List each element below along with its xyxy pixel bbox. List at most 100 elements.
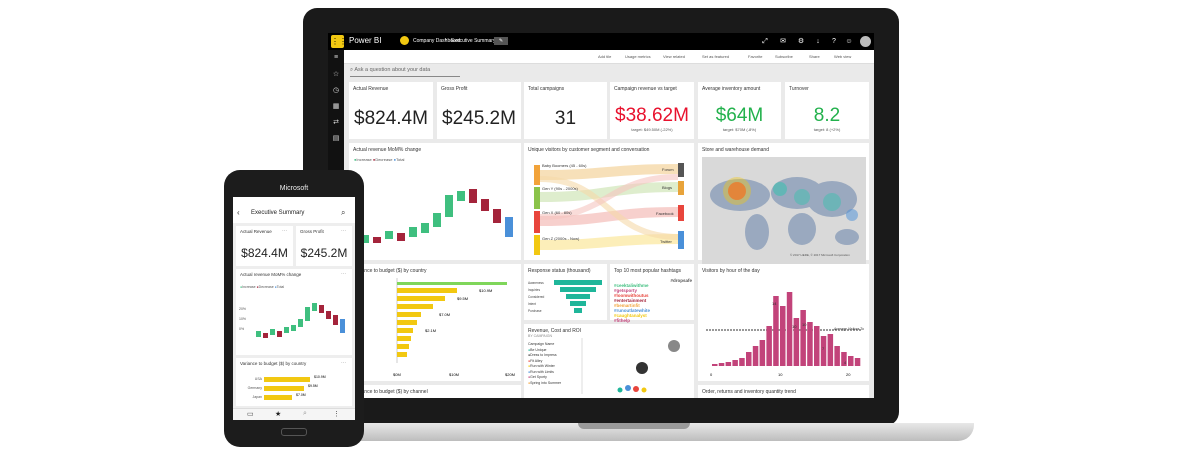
tile-turnover[interactable]: Turnover 8.2 target: 8 (+2%) bbox=[785, 82, 869, 139]
tile-title: Response status (thousand) bbox=[528, 268, 591, 274]
tile-store-demand[interactable]: Store and warehouse demand © 2017 HERE, … bbox=[698, 143, 869, 264]
chart-legend: ●Increase ●Decrease ●Total bbox=[240, 285, 285, 289]
phone-tile-actual-revenue[interactable]: Actual Revenue ··· $824.4M bbox=[236, 226, 293, 266]
histogram-bar bbox=[766, 326, 772, 366]
apps-icon[interactable]: ▦ bbox=[332, 103, 340, 110]
axis-tick: 20 bbox=[846, 372, 851, 377]
shared-icon[interactable]: ⇄ bbox=[333, 119, 339, 126]
kpi-value: $824.4M bbox=[241, 246, 288, 260]
menu-icon[interactable]: ≡ bbox=[333, 54, 339, 61]
tile-title: Order, returns and inventory quantity tr… bbox=[702, 389, 796, 395]
variance-bar-chart bbox=[396, 278, 507, 363]
phone-screen: ‹ Executive Summary ⌕ Actual Revenue ···… bbox=[233, 197, 355, 420]
edit-badge-icon[interactable]: ✎ bbox=[494, 37, 508, 45]
histogram-bar bbox=[834, 346, 840, 366]
tile-variance-channel[interactable]: Variance to budget ($) by channel bbox=[349, 385, 521, 398]
country-label: Japan bbox=[252, 395, 262, 399]
tile-title: Gross Profit bbox=[441, 86, 468, 92]
tile-variance-country[interactable]: Variance to budget ($) by country $10.9M… bbox=[349, 264, 521, 381]
histogram-bar bbox=[773, 296, 779, 366]
tile-actual-revenue[interactable]: Actual Revenue $824.4M bbox=[349, 82, 433, 139]
hashtag: #caughtanalyst bbox=[614, 313, 647, 318]
avatar[interactable] bbox=[860, 36, 871, 47]
set-featured-button[interactable]: Set as featured bbox=[702, 54, 730, 59]
bar-label-0: $10.9M bbox=[479, 288, 493, 293]
kpi-value: $824.4M bbox=[354, 108, 428, 129]
tile-title: Variance to budget ($) by channel bbox=[353, 389, 428, 395]
more-icon[interactable]: ··· bbox=[282, 228, 287, 234]
tile-title: Total campaigns bbox=[528, 86, 565, 92]
tile-total-campaigns[interactable]: Total campaigns 31 bbox=[524, 82, 607, 139]
clock-icon[interactable]: ◷ bbox=[332, 87, 340, 94]
bar-label: 10 bbox=[802, 322, 807, 327]
star-icon[interactable]: ★ bbox=[275, 411, 282, 418]
histogram-bar bbox=[848, 356, 854, 366]
tile-avg-inventory[interactable]: Average inventory amount $64M target: $7… bbox=[698, 82, 781, 139]
tile-unique-visitors[interactable]: Unique visitors by customer segment and … bbox=[524, 143, 694, 260]
tile-response-status[interactable]: Response status (thousand) Awareness Inq… bbox=[524, 264, 607, 320]
expand-icon[interactable]: ⤢ bbox=[762, 38, 768, 45]
more-icon[interactable]: ⋮ bbox=[333, 411, 340, 418]
bar-label-1: $9.5M bbox=[457, 296, 469, 301]
histogram-bar bbox=[732, 360, 738, 366]
phone-tile-mom[interactable]: Actual revenue MoM% change ··· ●Increase… bbox=[236, 269, 352, 355]
heatmap-overlay bbox=[710, 177, 859, 250]
kpi-target: target: $49.50M (-22%) bbox=[631, 127, 673, 132]
legend-item: Run with Winter bbox=[530, 364, 555, 368]
breadcrumb-workspace[interactable]: Company Dashboard bbox=[413, 38, 461, 44]
star-icon[interactable]: ☆ bbox=[332, 71, 340, 78]
phone-page-title[interactable]: Executive Summary bbox=[251, 210, 305, 216]
chevron-right-icon: › bbox=[445, 37, 447, 43]
download-icon[interactable]: ↓ bbox=[816, 38, 820, 45]
kpi-value: $64M bbox=[715, 105, 764, 126]
comment-icon[interactable]: ✉ bbox=[780, 38, 786, 45]
laptop-base bbox=[282, 423, 974, 441]
app-launcher-icon[interactable]: ⋮⋮ bbox=[331, 35, 347, 48]
more-icon[interactable]: ··· bbox=[341, 228, 346, 234]
breadcrumb-report[interactable]: Executive Summary bbox=[451, 38, 496, 44]
qa-input[interactable]: ⌕ Ask a question about your data bbox=[350, 67, 460, 77]
usage-metrics-button[interactable]: Usage metrics bbox=[625, 54, 651, 59]
legend-increase: Increase bbox=[242, 285, 256, 289]
tile-order-returns[interactable]: Order, returns and inventory quantity tr… bbox=[698, 385, 869, 398]
word-cloud: #dropsafe #ceektaliwithme #getsporty #lo… bbox=[614, 278, 692, 323]
hashtag: #fithelp bbox=[614, 318, 631, 323]
tile-revenue-cost-roi[interactable]: Revenue, Cost and ROI BY CAMPAIGN Campai… bbox=[524, 324, 694, 398]
help-icon[interactable]: ? bbox=[832, 38, 836, 45]
tile-title: Actual revenue MoM% change bbox=[240, 272, 302, 277]
kpi-value: $245.2M bbox=[442, 108, 516, 129]
view-related-button[interactable]: View related bbox=[663, 54, 685, 59]
feedback-icon[interactable]: ☺ bbox=[845, 38, 853, 45]
legend-title: Campaign Name bbox=[528, 342, 555, 346]
phone-tile-variance[interactable]: Variance to budget ($) by country ··· US… bbox=[236, 358, 352, 406]
web-view-button[interactable]: Web view bbox=[834, 54, 852, 59]
map-attribution: © 2017 HERE, © 2017 Microsoft Corporatio… bbox=[790, 253, 850, 257]
map[interactable] bbox=[702, 157, 866, 264]
hashtag: #entertainment bbox=[614, 298, 647, 303]
chat-icon[interactable]: ▭ bbox=[247, 411, 254, 418]
phone-tile-gross-profit[interactable]: Gross Profit ··· $245.2M bbox=[296, 226, 352, 266]
more-icon[interactable]: ··· bbox=[341, 360, 346, 366]
tile-gross-profit[interactable]: Gross Profit $245.2M bbox=[437, 82, 521, 139]
tile-title: Actual Revenue bbox=[240, 229, 272, 234]
bar-value: $7.0M bbox=[296, 393, 306, 397]
tile-mom-change[interactable]: Actual revenue MoM% change ●Increase ●De… bbox=[349, 143, 521, 260]
sankey-left-1: Gen Y (90s - 2000s) bbox=[542, 186, 578, 191]
add-tile-button[interactable]: Add tile bbox=[598, 54, 612, 59]
tile-hashtags[interactable]: Top 10 most popular hashtags #dropsafe #… bbox=[610, 264, 694, 323]
back-icon[interactable]: ‹ bbox=[237, 208, 240, 217]
phone-home-button[interactable] bbox=[281, 428, 307, 436]
tile-visitors-hour[interactable]: Visitors by hour of the day 14 10 10 7 4… bbox=[698, 264, 869, 381]
tile-campaign-revenue[interactable]: Campaign revenue vs target $38.62M targe… bbox=[610, 82, 694, 139]
subscribe-button[interactable]: Subscribe bbox=[775, 54, 793, 59]
gear-icon[interactable]: ⚙ bbox=[797, 38, 805, 45]
histogram-bar bbox=[820, 336, 827, 366]
share-button[interactable]: Share bbox=[809, 54, 820, 59]
workspaces-icon[interactable]: ▤ bbox=[332, 135, 340, 142]
search-icon[interactable]: ⌕ bbox=[303, 410, 307, 417]
funnel-label: Inquiries bbox=[528, 288, 541, 292]
bar-label-3: $2.1M bbox=[425, 328, 437, 333]
favorite-button[interactable]: Favorite bbox=[748, 54, 763, 59]
more-icon[interactable]: ··· bbox=[341, 271, 346, 277]
search-icon[interactable]: ⌕ bbox=[341, 208, 346, 217]
